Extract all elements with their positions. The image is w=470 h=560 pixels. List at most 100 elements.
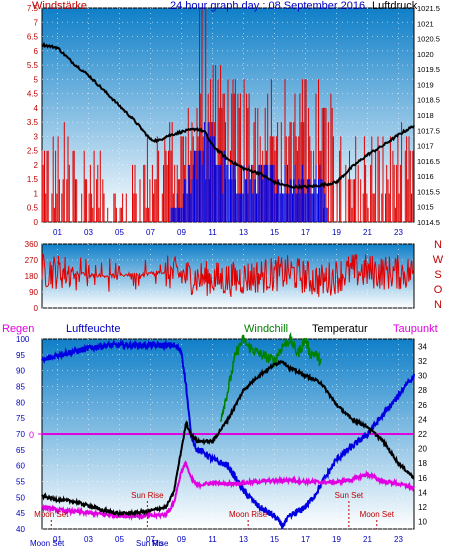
humidity-tick-label: 100 [16, 335, 30, 344]
compass-label: N [434, 299, 442, 311]
pressure-tick-label: 1020 [417, 50, 434, 59]
temperature-tick-label: 32 [418, 357, 427, 366]
hour-tick-label: 09 [177, 535, 186, 544]
temperature-humidity-x-ticks: 01 03 05 07 09 11 13 15 17 19 21 23 [53, 535, 403, 544]
sun-rise-label: Sun Rise [131, 491, 164, 500]
wind-tick-label: 2.5 [27, 147, 39, 156]
wind-tick-label: 5 [34, 75, 39, 84]
wind-tick-label: 6 [34, 47, 39, 56]
direction-tick-label: 180 [25, 272, 39, 281]
hour-tick-label: 11 [208, 228, 217, 237]
temperature-line [41, 360, 415, 517]
sun-moon-markers: Sun Rise Sun Set Moon Set Moon Rise Moon Set [34, 491, 395, 529]
humidity-line [41, 338, 415, 530]
humidity-axis-ticks: 40 45 50 55 60 65 70 75 80 85 90 95 100 [16, 335, 30, 534]
pressure-tick-label: 1015.5 [417, 187, 440, 196]
hour-tick-label: 01 [53, 535, 62, 544]
hour-tick-label: 11 [208, 535, 217, 544]
humidity-tick-label: 45 [16, 509, 25, 518]
wind-axis-ticks: 0 0.5 1 1.5 2 2.5 3 3.5 4 4.5 5 5.5 6 6.5 7 7.5 [27, 4, 39, 227]
hour-tick-label: 19 [332, 535, 341, 544]
wind-tick-label: 1 [34, 189, 39, 198]
wind-gust-series [170, 122, 328, 222]
chart-title: 24 hour graph day : 08 September 2016 [170, 0, 365, 12]
dewpoint-label: Taupunkt [393, 323, 438, 335]
compass-label: W [433, 254, 444, 266]
temperature-tick-label: 24 [418, 415, 427, 424]
pressure-tick-label: 1016 [417, 172, 434, 181]
temperature-tick-label: 30 [418, 372, 427, 381]
humidity-label: Luftfeuchte [66, 323, 120, 335]
humidity-tick-label: 70 [16, 430, 25, 439]
compass-label: O [434, 284, 443, 296]
hour-tick-label: 03 [84, 228, 93, 237]
direction-tick-label: 270 [25, 256, 39, 265]
pressure-tick-label: 1014.5 [417, 218, 440, 227]
pressure-tick-label: 1017 [417, 142, 434, 151]
temperature-tick-label: 20 [418, 445, 427, 454]
windchill-line [219, 331, 322, 422]
wind-tick-label: 0 [34, 218, 39, 227]
bottom-moon-set-label: Moon Set [30, 539, 65, 548]
wind-tick-label: 0.5 [27, 204, 39, 213]
hour-tick-label: 13 [239, 228, 248, 237]
hour-tick-label: 05 [115, 228, 124, 237]
moon-set-label: Moon Set [34, 510, 69, 519]
wind-tick-label: 4 [34, 104, 39, 113]
wind-direction-line [41, 253, 415, 298]
temperature-tick-label: 10 [418, 518, 427, 527]
hour-tick-label: 09 [177, 228, 186, 237]
humidity-tick-label: 95 [16, 351, 25, 360]
wind-tick-label: 5.5 [27, 61, 39, 70]
temperature-label: Temperatur [312, 323, 368, 335]
windchill-label: Windchill [244, 323, 288, 335]
direction-tick-label: 360 [25, 240, 39, 249]
humidity-tick-label: 90 [16, 367, 25, 376]
temperature-axis-ticks: 10 12 14 16 18 20 22 24 26 28 30 32 34 [418, 342, 427, 526]
direction-tick-label: 90 [29, 288, 38, 297]
wind-gust-bars [170, 122, 328, 222]
wind-tick-label: 4.5 [27, 90, 39, 99]
wind-tick-label: 3.5 [27, 118, 39, 127]
pressure-tick-label: 1020.5 [417, 35, 440, 44]
sun-set-label: Sun Set [335, 491, 364, 500]
wind-tick-label: 7.5 [27, 4, 39, 13]
pressure-tick-label: 1021 [417, 19, 434, 28]
hour-tick-label: 23 [394, 535, 403, 544]
pressure-tick-label: 1016.5 [417, 157, 440, 166]
hour-tick-label: 03 [84, 535, 93, 544]
pressure-tick-label: 1018.5 [417, 96, 440, 105]
wind-tick-label: 2 [34, 161, 39, 170]
pressure-line [41, 41, 415, 190]
temperature-tick-label: 14 [418, 488, 427, 497]
pressure-tick-label: 1021.5 [417, 4, 440, 13]
pressure-tick-label: 1015 [417, 203, 434, 212]
wind-tick-label: 1.5 [27, 175, 39, 184]
compass-label: N [434, 239, 442, 251]
hour-tick-label: 05 [115, 535, 124, 544]
hour-tick-label: 23 [394, 228, 403, 237]
rain-label: Regen [2, 323, 34, 335]
rain-axis-label: 0 [29, 430, 34, 440]
hour-tick-label: 15 [270, 535, 279, 544]
hour-tick-label: 21 [363, 228, 372, 237]
dewpoint-line [41, 460, 415, 521]
temperature-tick-label: 28 [418, 386, 427, 395]
humidity-tick-label: 40 [16, 525, 25, 534]
temperature-tick-label: 22 [418, 430, 427, 439]
wind-pressure-x-ticks: 01 03 05 07 09 11 13 15 17 19 21 23 [53, 228, 403, 237]
bottom-moon-rise-label: Mo [152, 539, 164, 548]
hour-tick-label: 15 [270, 228, 279, 237]
temperature-tick-label: 34 [418, 342, 427, 351]
temperature-tick-label: 26 [418, 401, 427, 410]
hour-tick-label: 07 [146, 228, 155, 237]
pressure-axis-label: Luftdruck [372, 0, 418, 12]
hour-tick-label: 07 [146, 535, 155, 544]
temperature-tick-label: 18 [418, 459, 427, 468]
humidity-tick-label: 85 [16, 383, 25, 392]
temperature-tick-label: 12 [418, 503, 427, 512]
pressure-tick-label: 1017.5 [417, 126, 440, 135]
